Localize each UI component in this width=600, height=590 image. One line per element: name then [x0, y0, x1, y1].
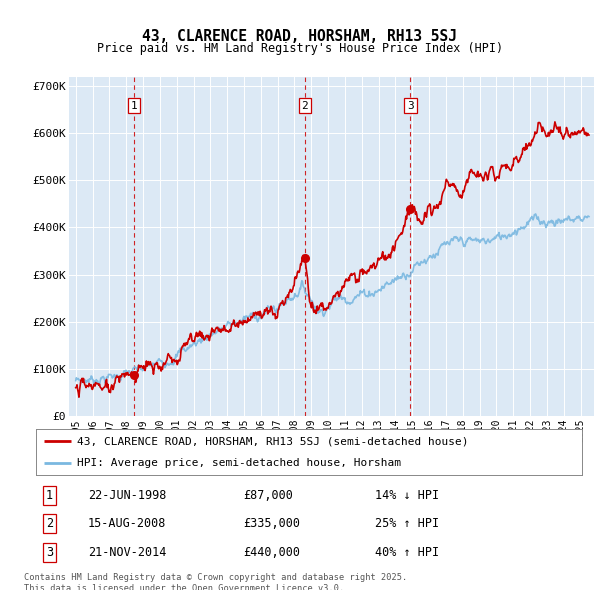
Text: 21-NOV-2014: 21-NOV-2014	[88, 546, 166, 559]
Text: 25% ↑ HPI: 25% ↑ HPI	[374, 517, 439, 530]
Text: £440,000: £440,000	[244, 546, 301, 559]
Text: 22-JUN-1998: 22-JUN-1998	[88, 489, 166, 502]
Text: 1: 1	[131, 100, 137, 110]
Text: 43, CLARENCE ROAD, HORSHAM, RH13 5SJ: 43, CLARENCE ROAD, HORSHAM, RH13 5SJ	[143, 29, 458, 44]
Text: 2: 2	[46, 517, 53, 530]
Text: 2: 2	[302, 100, 308, 110]
Text: £87,000: £87,000	[244, 489, 293, 502]
Text: 15-AUG-2008: 15-AUG-2008	[88, 517, 166, 530]
Text: Contains HM Land Registry data © Crown copyright and database right 2025.
This d: Contains HM Land Registry data © Crown c…	[24, 573, 407, 590]
Text: HPI: Average price, semi-detached house, Horsham: HPI: Average price, semi-detached house,…	[77, 457, 401, 467]
Text: 3: 3	[46, 546, 53, 559]
Text: £335,000: £335,000	[244, 517, 301, 530]
Text: 43, CLARENCE ROAD, HORSHAM, RH13 5SJ (semi-detached house): 43, CLARENCE ROAD, HORSHAM, RH13 5SJ (se…	[77, 437, 469, 447]
Text: 40% ↑ HPI: 40% ↑ HPI	[374, 546, 439, 559]
Text: 3: 3	[407, 100, 414, 110]
Text: 14% ↓ HPI: 14% ↓ HPI	[374, 489, 439, 502]
Text: 1: 1	[46, 489, 53, 502]
Text: Price paid vs. HM Land Registry's House Price Index (HPI): Price paid vs. HM Land Registry's House …	[97, 42, 503, 55]
